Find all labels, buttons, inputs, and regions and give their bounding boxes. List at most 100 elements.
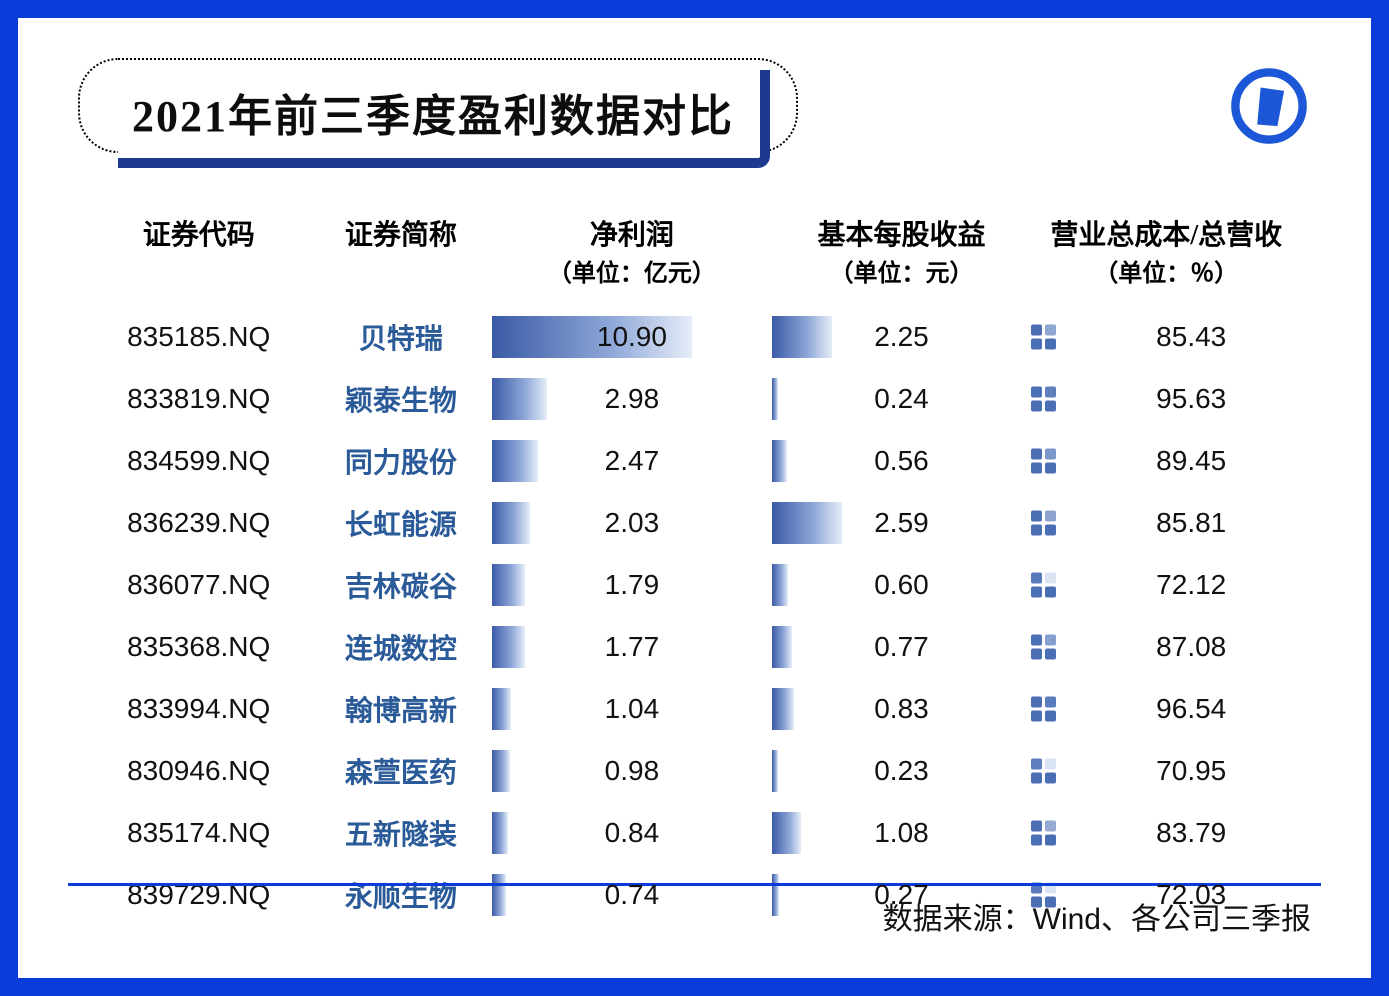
title-wrap: 2021年前三季度盈利数据对比 [78, 58, 798, 153]
table-body: 835185.NQ贝特瑞10.902.2585.43833819.NQ颖泰生物2… [68, 306, 1321, 926]
cell-cost: 72.12 [1031, 569, 1301, 601]
cell-eps: 2.25 [772, 321, 1032, 353]
table-row: 835368.NQ连城数控1.770.7787.08 [68, 616, 1321, 678]
table-row: 836239.NQ长虹能源2.032.5985.81 [68, 492, 1321, 554]
np-value: 2.03 [492, 507, 771, 539]
eps-value: 1.08 [772, 817, 1032, 849]
col-header-cost: 营业总成本/总营收 （单位：％） [1031, 213, 1301, 288]
table-row: 833819.NQ颖泰生物2.980.2495.63 [68, 368, 1321, 430]
np-value: 0.84 [492, 817, 771, 849]
col-header-cost-line1: 营业总成本/总营收 [1031, 213, 1301, 253]
cost-value: 83.79 [1031, 817, 1301, 849]
eps-value: 0.60 [772, 569, 1032, 601]
cell-code: 836239.NQ [88, 507, 309, 539]
np-value: 0.98 [492, 755, 771, 787]
table-row: 835185.NQ贝特瑞10.902.2585.43 [68, 306, 1321, 368]
np-value: 2.98 [492, 383, 771, 415]
cell-cost: 95.63 [1031, 383, 1301, 415]
cell-np: 1.77 [492, 631, 771, 663]
cost-value: 95.63 [1031, 383, 1301, 415]
cell-eps: 0.83 [772, 693, 1032, 725]
eps-value: 0.56 [772, 445, 1032, 477]
cell-np: 10.90 [492, 321, 771, 353]
logo-icon [1227, 64, 1311, 148]
col-header-name-text: 证券简称 [309, 213, 492, 253]
np-value: 1.04 [492, 693, 771, 725]
table-row: 830946.NQ森萱医药0.980.2370.95 [68, 740, 1321, 802]
cost-value: 85.43 [1031, 321, 1301, 353]
table-row: 835174.NQ五新隧装0.841.0883.79 [68, 802, 1321, 864]
cell-name: 贝特瑞 [309, 317, 492, 357]
cell-eps: 0.23 [772, 755, 1032, 787]
cell-np: 2.98 [492, 383, 771, 415]
cell-cost: 85.43 [1031, 321, 1301, 353]
cell-eps: 1.08 [772, 817, 1032, 849]
cell-np: 0.74 [492, 879, 771, 911]
cell-name: 五新隧装 [309, 813, 492, 853]
np-value: 2.47 [492, 445, 771, 477]
cell-eps: 0.24 [772, 383, 1032, 415]
cell-code: 834599.NQ [88, 445, 309, 477]
cell-eps: 0.77 [772, 631, 1032, 663]
cell-name: 翰博高新 [309, 689, 492, 729]
col-header-eps-line1: 基本每股收益 [772, 213, 1032, 253]
cell-code: 836077.NQ [88, 569, 309, 601]
table-row: 833994.NQ翰博高新1.040.8396.54 [68, 678, 1321, 740]
inner-frame: 2021年前三季度盈利数据对比 证券代码 证券简称 净利润 （单位： [18, 18, 1371, 978]
cell-np: 1.04 [492, 693, 771, 725]
eps-value: 2.25 [772, 321, 1032, 353]
eps-value: 0.77 [772, 631, 1032, 663]
cost-value: 70.95 [1031, 755, 1301, 787]
cell-code: 835368.NQ [88, 631, 309, 663]
cell-code: 835185.NQ [88, 321, 309, 353]
cost-value: 96.54 [1031, 693, 1301, 725]
cell-np: 1.79 [492, 569, 771, 601]
table-header: 证券代码 证券简称 净利润 （单位：亿元） 基本每股收益 （单位：元） 营业总成… [68, 213, 1321, 306]
np-value: 1.79 [492, 569, 771, 601]
cell-cost: 87.08 [1031, 631, 1301, 663]
header-row: 2021年前三季度盈利数据对比 [68, 58, 1321, 153]
col-header-code: 证券代码 [88, 213, 309, 288]
cell-eps: 0.56 [772, 445, 1032, 477]
cell-eps: 2.59 [772, 507, 1032, 539]
col-header-cost-line2: （单位：％） [1031, 253, 1301, 288]
eps-value: 0.83 [772, 693, 1032, 725]
cell-cost: 83.79 [1031, 817, 1301, 849]
cell-np: 0.98 [492, 755, 771, 787]
table-row: 836077.NQ吉林碳谷1.790.6072.12 [68, 554, 1321, 616]
cell-name: 颖泰生物 [309, 379, 492, 419]
data-table: 证券代码 证券简称 净利润 （单位：亿元） 基本每股收益 （单位：元） 营业总成… [68, 213, 1321, 926]
col-header-name: 证券简称 [309, 213, 492, 288]
col-header-np-line1: 净利润 [492, 213, 771, 253]
cell-name: 森萱医药 [309, 751, 492, 791]
cell-code: 833819.NQ [88, 383, 309, 415]
eps-value: 2.59 [772, 507, 1032, 539]
cell-name: 长虹能源 [309, 503, 492, 543]
col-header-np-line2: （单位：亿元） [492, 253, 771, 288]
cost-value: 72.12 [1031, 569, 1301, 601]
col-header-code-text: 证券代码 [88, 213, 309, 253]
cell-eps: 0.27 [772, 879, 1032, 911]
cell-cost: 72.03 [1031, 879, 1301, 911]
cell-cost: 85.81 [1031, 507, 1301, 539]
cell-cost: 70.95 [1031, 755, 1301, 787]
np-value: 0.74 [492, 879, 771, 911]
cell-code: 830946.NQ [88, 755, 309, 787]
cost-value: 85.81 [1031, 507, 1301, 539]
cell-cost: 96.54 [1031, 693, 1301, 725]
outer-frame: 2021年前三季度盈利数据对比 证券代码 证券简称 净利润 （单位： [0, 0, 1389, 996]
cell-name: 吉林碳谷 [309, 565, 492, 605]
cell-name: 连城数控 [309, 627, 492, 667]
cell-code: 833994.NQ [88, 693, 309, 725]
cell-cost: 89.45 [1031, 445, 1301, 477]
eps-value: 0.23 [772, 755, 1032, 787]
cost-value: 72.03 [1031, 879, 1301, 911]
cell-name: 同力股份 [309, 441, 492, 481]
cell-np: 2.47 [492, 445, 771, 477]
col-header-eps: 基本每股收益 （单位：元） [772, 213, 1032, 288]
eps-value: 0.27 [772, 879, 1032, 911]
cell-np: 2.03 [492, 507, 771, 539]
col-header-np: 净利润 （单位：亿元） [492, 213, 771, 288]
np-value: 10.90 [492, 321, 771, 353]
col-header-eps-line2: （单位：元） [772, 253, 1032, 288]
